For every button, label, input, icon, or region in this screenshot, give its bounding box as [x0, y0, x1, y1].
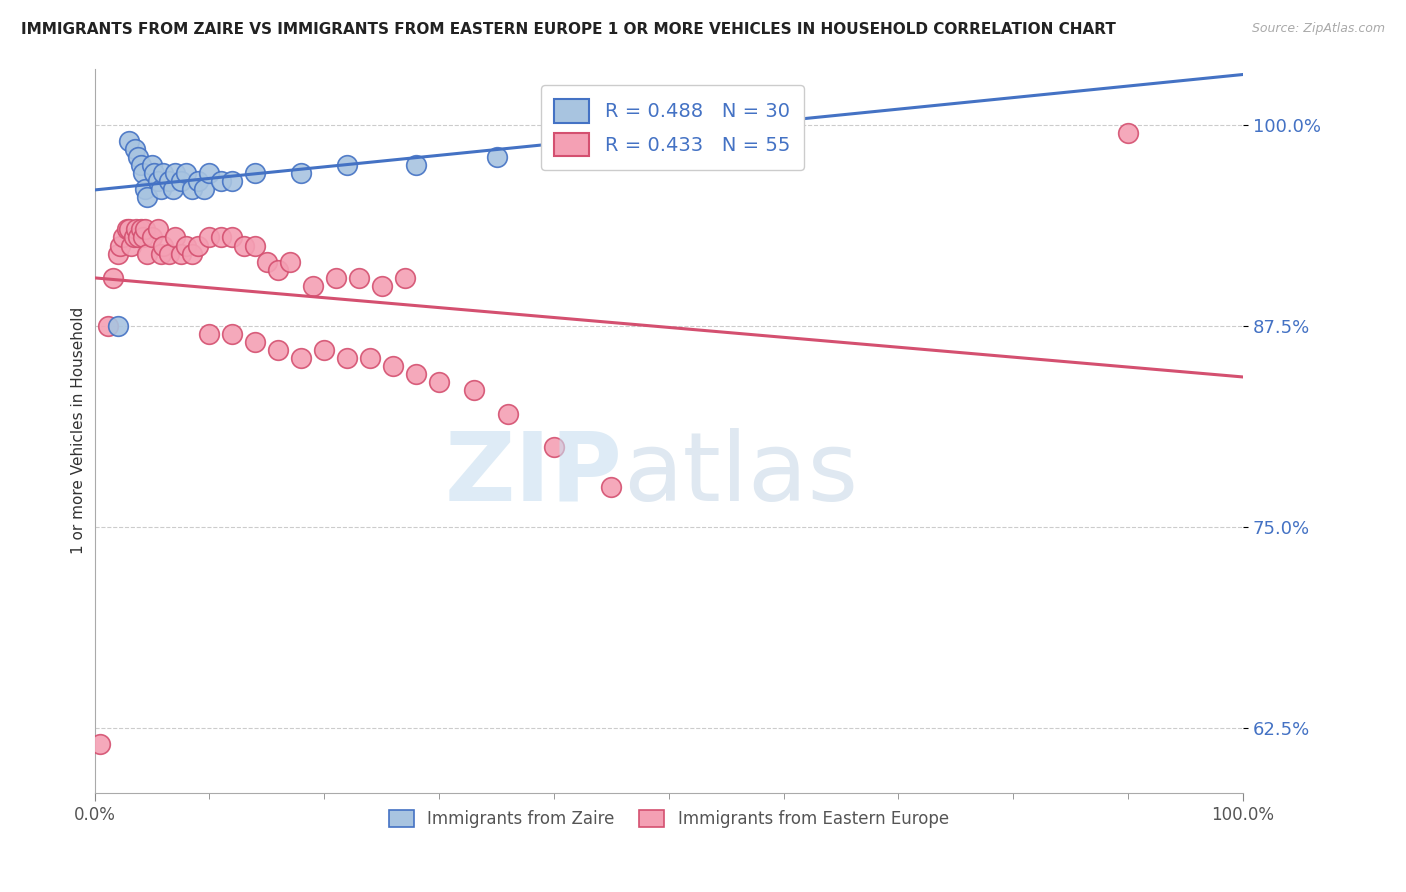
Point — [325, 270, 347, 285]
Text: Source: ZipAtlas.com: Source: ZipAtlas.com — [1251, 22, 1385, 36]
Point — [405, 368, 427, 382]
Point — [463, 384, 485, 398]
Point — [187, 174, 209, 188]
Point — [163, 230, 186, 244]
Point — [157, 246, 180, 260]
Point — [129, 158, 152, 172]
Point — [152, 238, 174, 252]
Point — [176, 238, 198, 252]
Point — [108, 238, 131, 252]
Point — [157, 174, 180, 188]
Point — [198, 230, 221, 244]
Legend: Immigrants from Zaire, Immigrants from Eastern Europe: Immigrants from Zaire, Immigrants from E… — [382, 804, 956, 835]
Point — [267, 262, 290, 277]
Point — [141, 158, 163, 172]
Point — [1116, 126, 1139, 140]
Point — [209, 230, 232, 244]
Point — [187, 238, 209, 252]
Point — [370, 278, 392, 293]
Point — [221, 326, 243, 341]
Point — [232, 238, 254, 252]
Point — [176, 166, 198, 180]
Point — [301, 278, 323, 293]
Point — [221, 230, 243, 244]
Point — [314, 343, 336, 358]
Point — [122, 230, 145, 244]
Point — [143, 166, 166, 180]
Point — [129, 222, 152, 236]
Point — [152, 166, 174, 180]
Point — [267, 343, 290, 358]
Point — [405, 158, 427, 172]
Point — [193, 182, 215, 196]
Point — [245, 166, 267, 180]
Point — [112, 230, 135, 244]
Point — [290, 351, 312, 366]
Point — [359, 351, 381, 366]
Point — [496, 408, 519, 422]
Point — [347, 270, 370, 285]
Point — [170, 174, 193, 188]
Point — [427, 376, 450, 390]
Point — [600, 480, 623, 494]
Point — [132, 166, 155, 180]
Point — [125, 222, 148, 236]
Point — [162, 182, 184, 196]
Point — [146, 222, 169, 236]
Point — [134, 222, 156, 236]
Point — [150, 246, 173, 260]
Point — [382, 359, 405, 374]
Point — [336, 351, 359, 366]
Point — [543, 440, 565, 454]
Point — [565, 126, 588, 140]
Point — [124, 142, 146, 156]
Point — [136, 246, 159, 260]
Point — [115, 222, 138, 236]
Point — [209, 174, 232, 188]
Point — [278, 254, 301, 268]
Y-axis label: 1 or more Vehicles in Household: 1 or more Vehicles in Household — [72, 307, 86, 554]
Point — [134, 182, 156, 196]
Point — [118, 134, 141, 148]
Point — [127, 230, 149, 244]
Point — [127, 150, 149, 164]
Point — [132, 230, 155, 244]
Point — [101, 270, 124, 285]
Point — [146, 174, 169, 188]
Point — [198, 166, 221, 180]
Point — [245, 334, 267, 349]
Point — [181, 246, 204, 260]
Point — [136, 190, 159, 204]
Point — [97, 318, 120, 333]
Point — [118, 222, 141, 236]
Point — [394, 270, 416, 285]
Point — [107, 318, 129, 333]
Text: ZIP: ZIP — [444, 427, 623, 521]
Point — [485, 150, 508, 164]
Point — [89, 738, 111, 752]
Point — [256, 254, 278, 268]
Point — [245, 238, 267, 252]
Text: IMMIGRANTS FROM ZAIRE VS IMMIGRANTS FROM EASTERN EUROPE 1 OR MORE VEHICLES IN HO: IMMIGRANTS FROM ZAIRE VS IMMIGRANTS FROM… — [21, 22, 1116, 37]
Text: atlas: atlas — [623, 427, 858, 521]
Point — [290, 166, 312, 180]
Point — [170, 246, 193, 260]
Point — [120, 238, 142, 252]
Point — [198, 326, 221, 341]
Point — [163, 166, 186, 180]
Point — [150, 182, 173, 196]
Point — [107, 246, 129, 260]
Point — [221, 174, 243, 188]
Point — [181, 182, 204, 196]
Point — [336, 158, 359, 172]
Point — [141, 230, 163, 244]
